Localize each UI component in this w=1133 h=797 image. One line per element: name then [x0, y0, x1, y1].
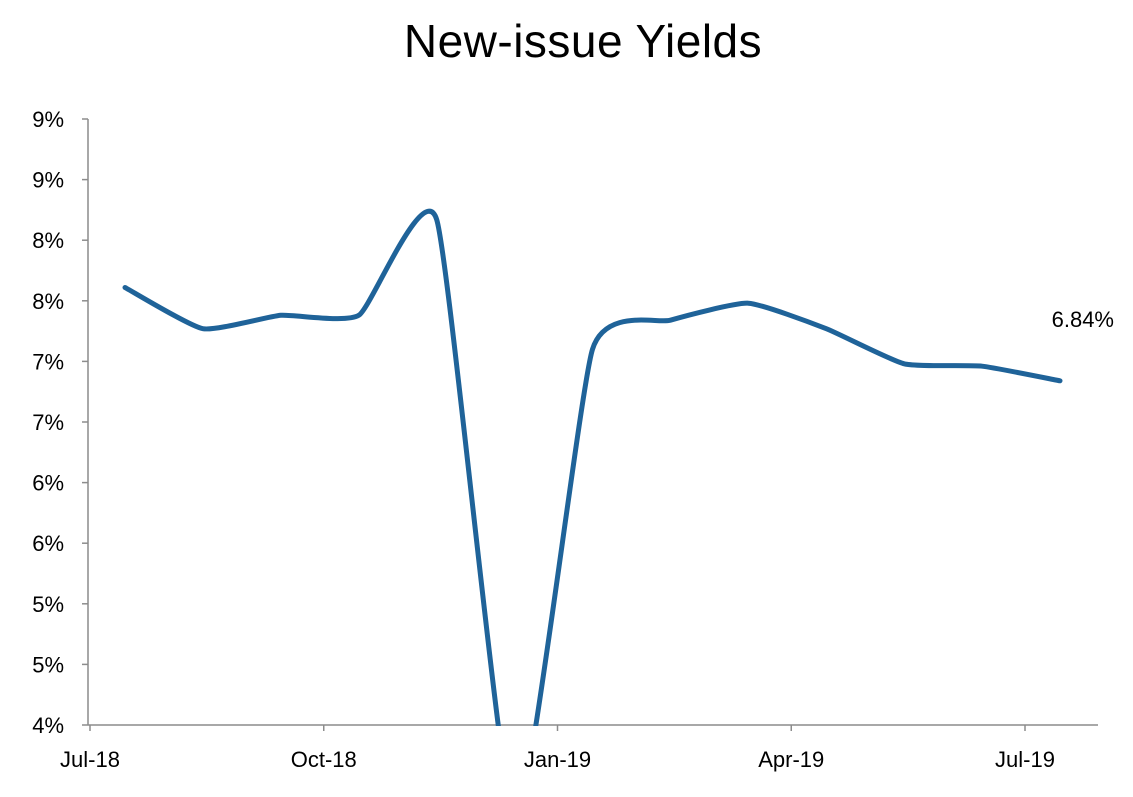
y-tick-label: 6% [32, 531, 64, 556]
chart-title: New-issue Yields [403, 15, 763, 67]
y-tick-label: 9% [32, 168, 64, 193]
series-line [122, 208, 1063, 726]
y-tick-label: 7% [32, 349, 64, 374]
series-layer [122, 208, 1063, 726]
y-axis: 4% 5% 5% 6% 6% 7% 7% 8% 8% 9% 9% [32, 107, 89, 738]
x-tick-label: Jul-18 [60, 747, 120, 772]
x-tick-label: Apr-19 [758, 747, 824, 772]
x-axis: Jul-18 Oct-18 Jan-19 Apr-19 Jul-19 [60, 724, 1098, 772]
data-label: 6.84% [1052, 307, 1114, 332]
y-tick-label: 8% [32, 228, 64, 253]
y-tick-label: 5% [32, 652, 64, 677]
y-tick-label: 6% [32, 471, 64, 496]
x-tick-label: Jul-19 [995, 747, 1055, 772]
x-tick-label: Jan-19 [524, 747, 591, 772]
y-tick-label: 9% [32, 107, 64, 132]
x-tick-label: Oct-18 [291, 747, 357, 772]
y-tick-label: 4% [32, 713, 64, 738]
y-tick-label: 8% [32, 289, 64, 314]
y-tick-label: 7% [32, 410, 64, 435]
annotation-layer: 6.84% [1052, 307, 1114, 332]
y-tick-label: 5% [32, 592, 64, 617]
